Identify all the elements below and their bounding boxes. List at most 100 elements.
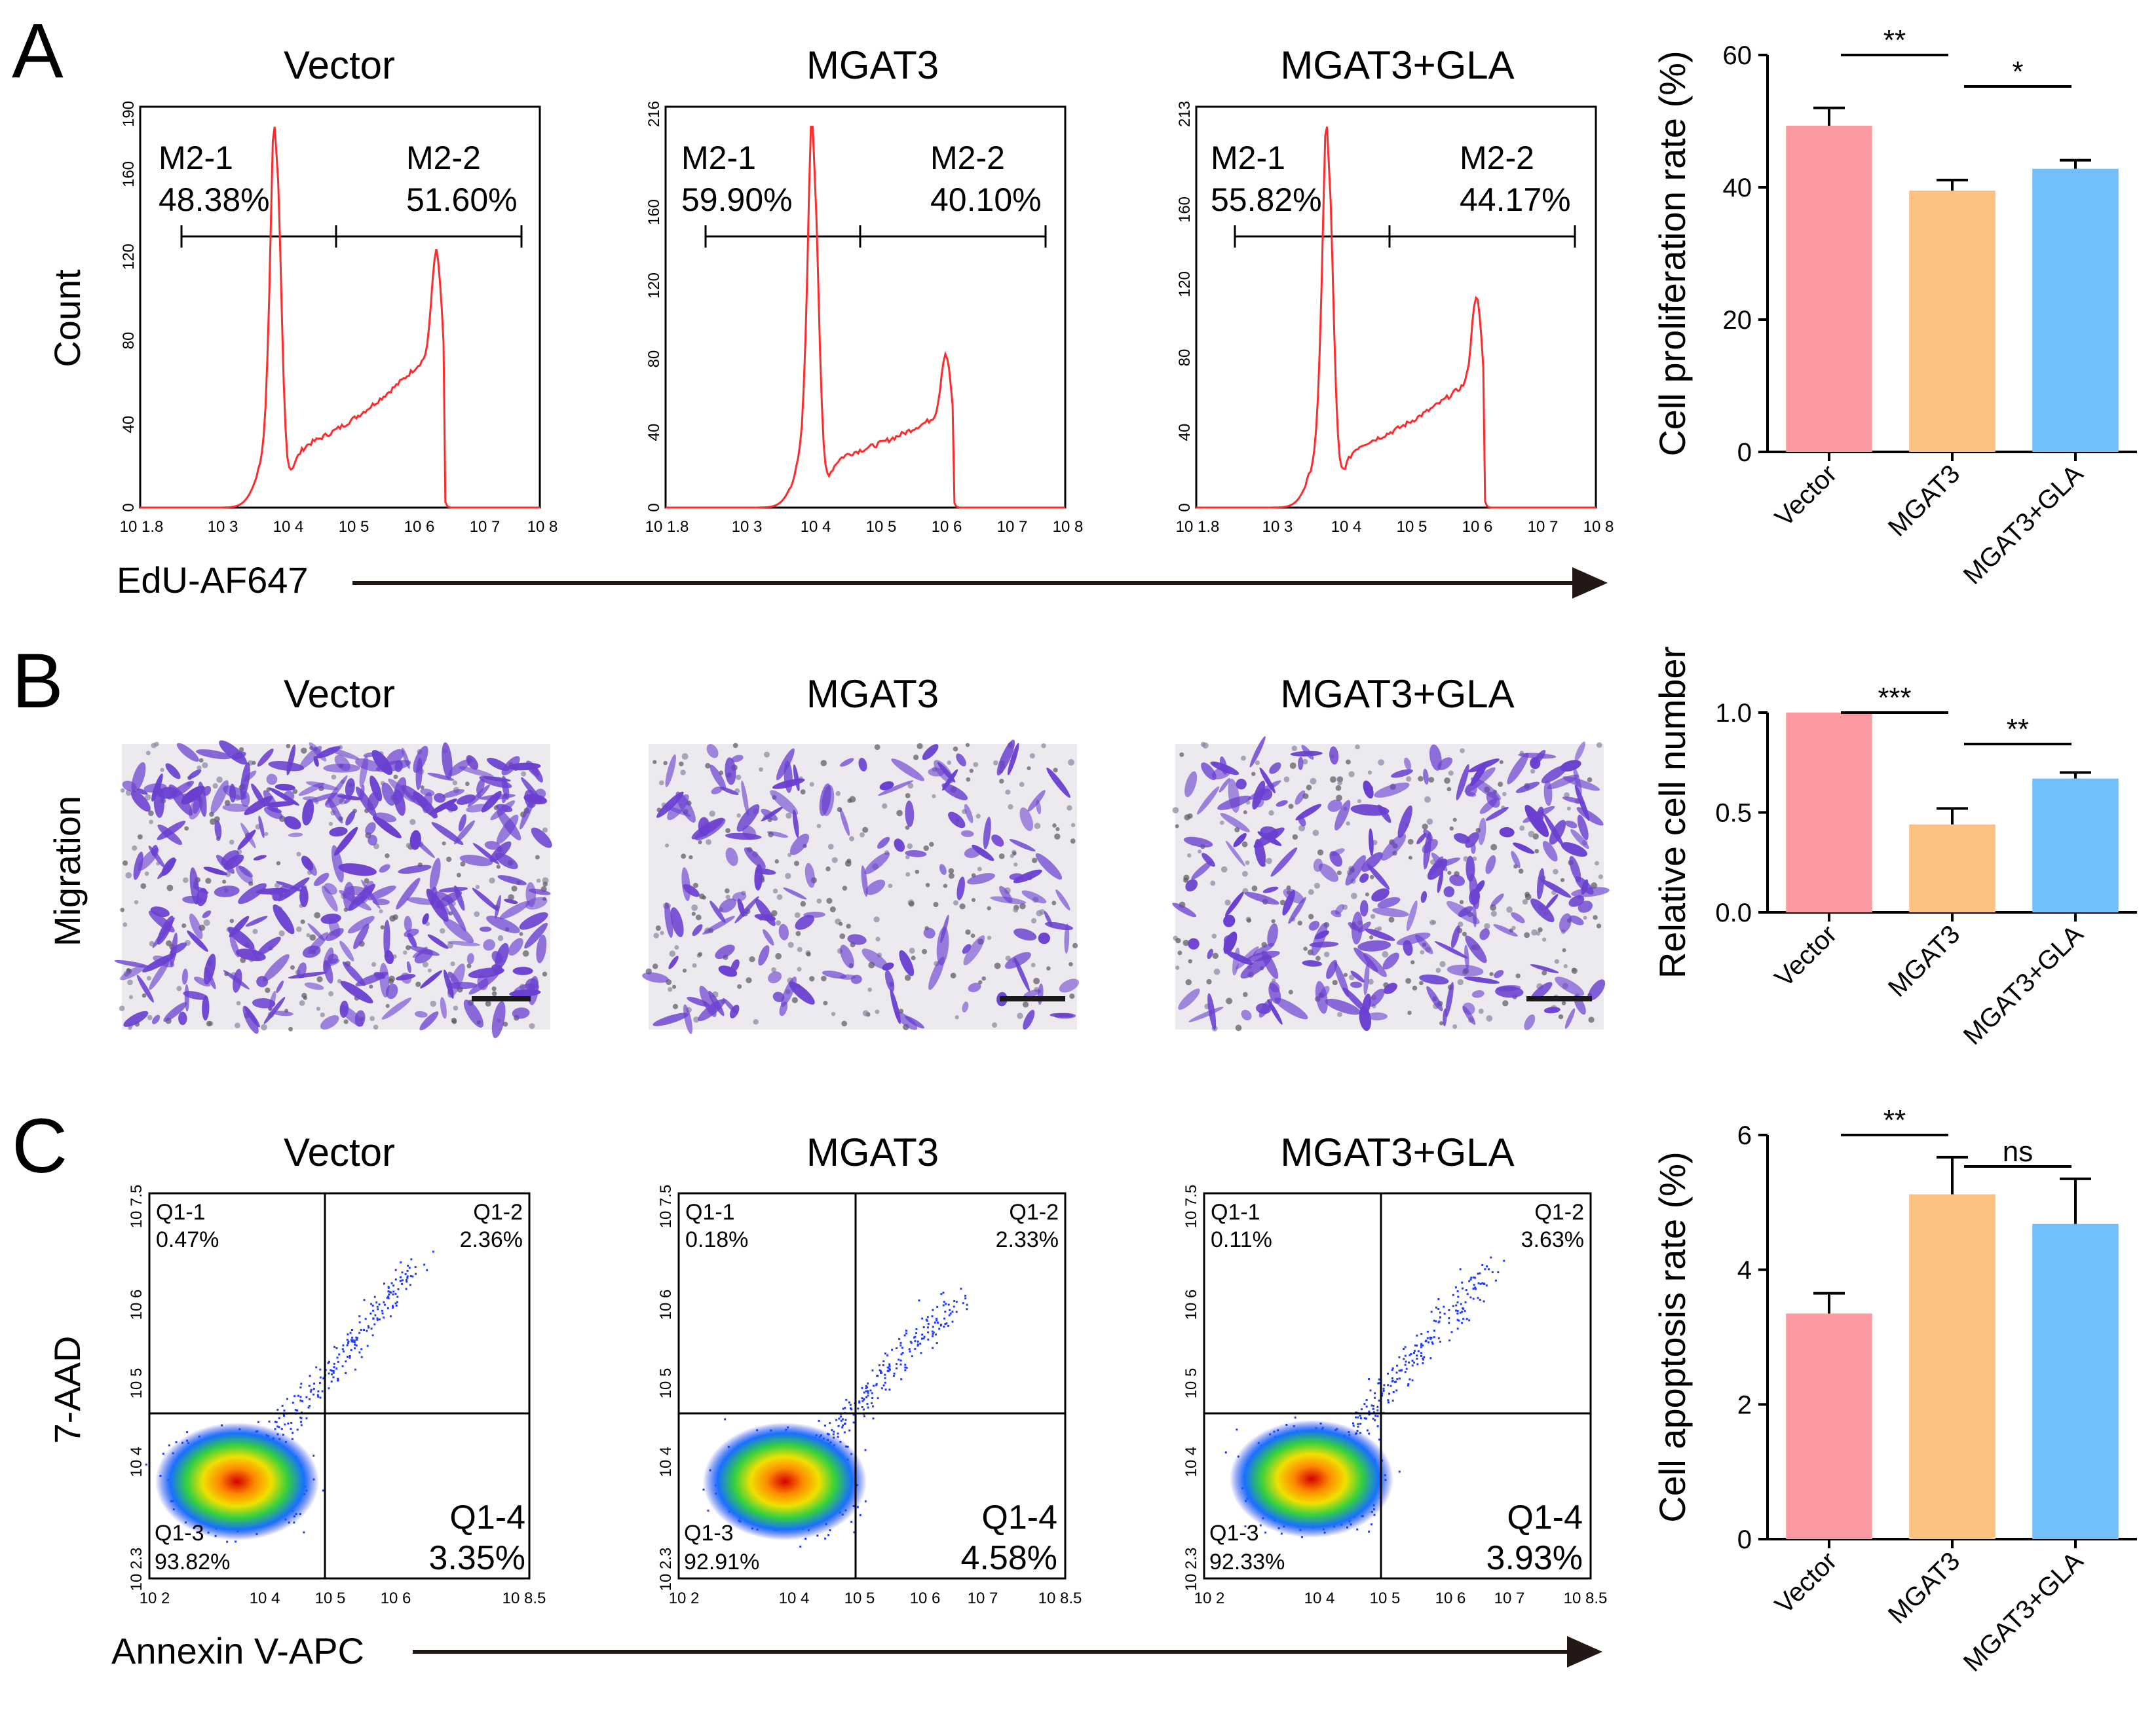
event-dot [1494,1279,1497,1282]
membrane-pore [274,882,280,889]
membrane-pore [343,1019,349,1024]
stained-cell [779,1001,788,1016]
y-tick: 216 [645,101,663,127]
x-tick: 10 7 [1528,518,1559,536]
membrane-pore [725,828,730,833]
membrane-pore [774,859,780,864]
membrane-pore [1013,907,1018,913]
stained-cell [1569,855,1581,882]
membrane-pore [1251,772,1256,776]
event-dot [947,1303,950,1306]
stained-cell [415,757,423,791]
event-dot [867,1382,869,1385]
stained-cell [512,1007,530,1019]
event-dot [1404,1346,1407,1349]
stained-cell [453,820,475,845]
membrane-pore [800,789,806,795]
stained-cell [698,817,710,836]
event-dot [966,1308,968,1311]
event-dot [342,1344,345,1347]
membrane-pore [1457,978,1464,986]
event-dot [353,1339,356,1342]
stained-cell [1485,855,1496,874]
event-dot [1465,1289,1467,1292]
stained-cell [1207,948,1213,959]
membrane-pore [1067,805,1072,811]
stained-cell [369,775,383,802]
membrane-pore [212,783,218,789]
event-dot [899,1363,902,1366]
y-tick: 10 7.5 [128,1185,145,1229]
migration-cells [114,740,552,1039]
membrane-pore [1408,855,1412,860]
event-dot [1429,1357,1432,1360]
stained-cell [372,899,390,906]
event-dot [888,1388,891,1391]
event-dot [400,1276,402,1278]
membrane-pore [771,910,778,916]
membrane-pore [1247,918,1251,923]
event-dot [937,1321,939,1324]
event-dot [1481,1264,1484,1266]
membrane-pore [908,901,915,907]
event-dot [305,1396,308,1398]
membrane-pore [199,758,204,763]
membrane-pore [292,789,298,794]
stained-cell [1382,952,1399,970]
event-dot [1413,1352,1415,1354]
membrane-pore [206,1020,212,1027]
event-dot [349,1356,351,1359]
event-dot [884,1381,886,1384]
membrane-pore [1561,1001,1566,1005]
event-dot [346,1339,349,1341]
stained-cell [152,1015,161,1024]
membrane-pore [202,762,208,768]
event-dot [1439,1311,1441,1314]
stained-cell [263,790,278,811]
stained-cell [1423,768,1429,785]
stained-cell [795,914,814,930]
event-dot [944,1323,947,1325]
event-dot [371,1304,374,1307]
event-dot [1365,1399,1368,1401]
stained-cell [1581,879,1589,895]
stained-cell [365,822,376,835]
stained-cell [463,999,483,1028]
membrane-pore [1528,830,1535,838]
event-dot [829,1422,831,1425]
stained-cell [339,941,354,961]
event-dot [297,1394,299,1397]
stained-cell [459,855,493,866]
membrane-pore [867,987,872,992]
stained-cell [1004,952,1031,969]
membrane-pore [1289,762,1296,769]
membrane-pore [698,840,702,845]
stained-cell [328,918,341,937]
stained-cell [706,744,719,758]
membrane-pore [1595,861,1599,866]
event-dot [1387,1372,1389,1375]
stained-cell [491,950,503,964]
stained-cell [238,883,267,904]
event-dot [911,1355,913,1358]
event-dot [872,1417,875,1420]
stained-cell [761,806,784,821]
membrane-pore [225,871,231,878]
membrane-pore [1534,849,1540,853]
event-dot [903,1334,906,1337]
x-tick: 10 4 [250,1590,280,1607]
stained-cell [422,913,429,925]
gate-left-name: M2-1 [1211,140,1285,176]
membrane-pore [460,861,466,866]
event-dot [333,1366,335,1369]
scale-bar [1000,996,1065,1001]
membrane-pore [134,900,139,904]
event-dot [844,1423,846,1425]
event-dot [1435,1306,1437,1309]
q1-2-pct: 2.33% [996,1227,1059,1252]
stained-cell [381,782,396,806]
event-dot [861,1406,863,1408]
membrane-pore [450,961,455,967]
y-tick: 10 2.3 [657,1548,675,1592]
membrane-pore [128,1026,132,1030]
